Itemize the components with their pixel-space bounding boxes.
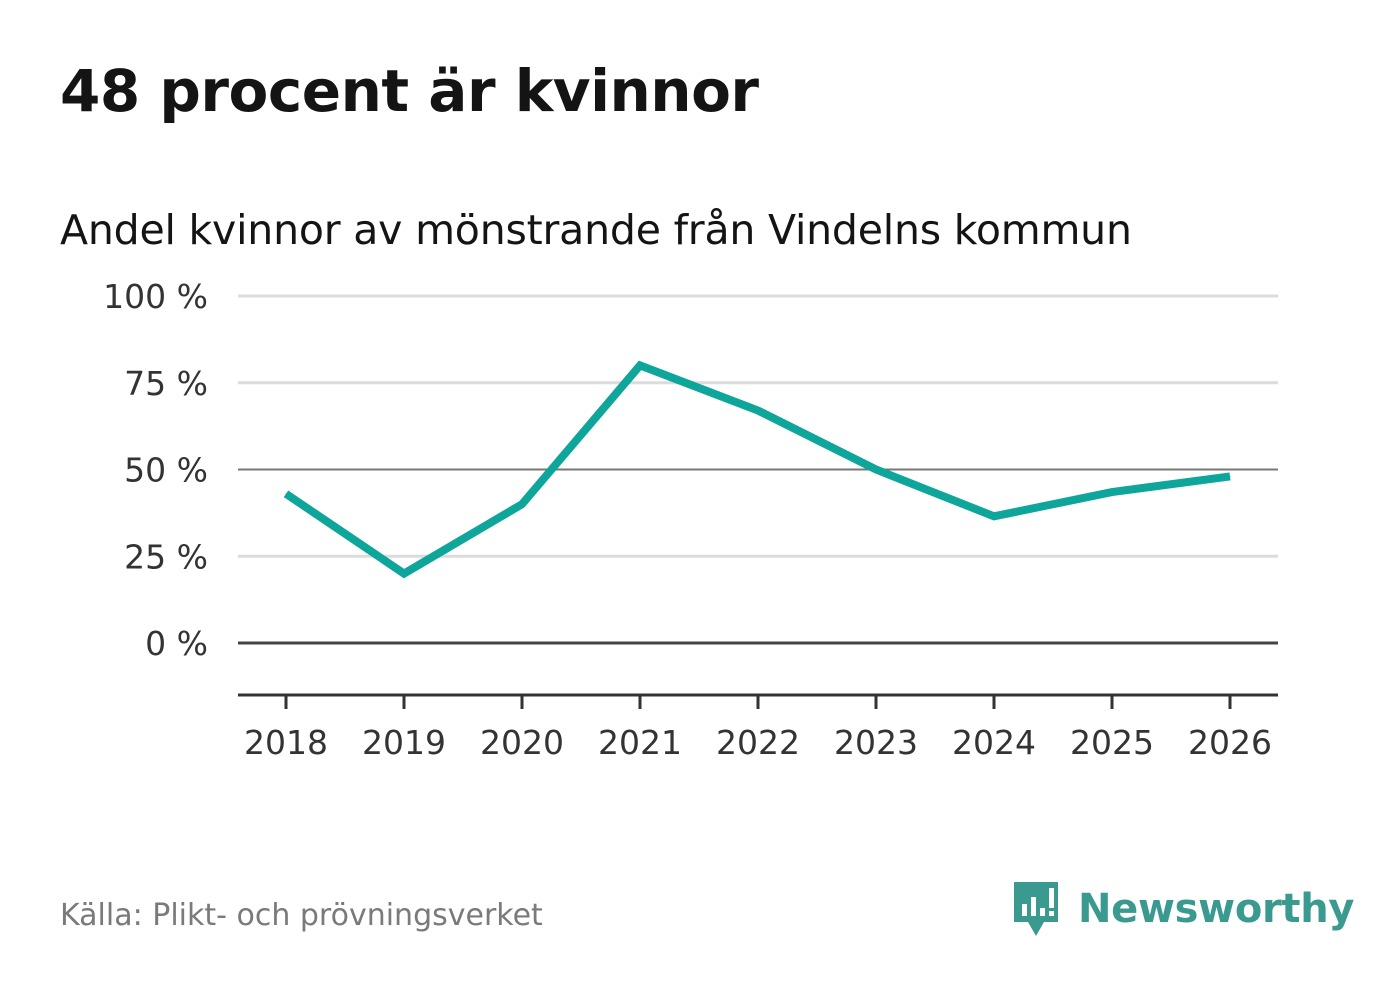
x-tick-label: 2020 <box>480 723 564 762</box>
x-tick-label: 2018 <box>244 723 328 762</box>
x-tick-label: 2026 <box>1188 723 1272 762</box>
x-tick-label: 2022 <box>716 723 800 762</box>
y-tick-label: 25 % <box>124 537 208 576</box>
chart-title: 48 procent är kvinnor <box>60 57 759 125</box>
y-tick-label: 75 % <box>124 364 208 403</box>
x-tick-label: 2023 <box>834 723 918 762</box>
newsworthy-logo-icon <box>1014 882 1058 936</box>
y-axis: 0 % 25 % 50 % 75 % 100 % <box>103 277 208 663</box>
data-point-2020 <box>521 503 523 505</box>
series-layer <box>283 360 1231 579</box>
x-tick-label: 2019 <box>362 723 446 762</box>
x-axis: 2018 2019 2020 2021 2022 2023 2024 2025 2026 <box>244 695 1272 762</box>
x-tick-label: 2024 <box>952 723 1036 762</box>
newsworthy-brand: Newsworthy <box>1010 878 1355 940</box>
data-point-2025 <box>1111 491 1113 493</box>
y-tick-label: 50 % <box>124 451 208 490</box>
data-point-2023 <box>875 469 877 470</box>
data-point-2024 <box>993 515 995 517</box>
data-point-2019 <box>403 573 405 575</box>
data-point-2026 <box>1229 475 1231 477</box>
data-point-2018 <box>285 493 287 495</box>
x-tick-label: 2025 <box>1070 723 1154 762</box>
data-point-2021 <box>639 364 641 366</box>
grid-layer <box>238 294 1278 645</box>
y-tick-label: 100 % <box>103 277 208 316</box>
data-point-2022 <box>757 410 759 412</box>
source-note: Källa: Plikt- och prövningsverket <box>60 898 543 933</box>
chart-subtitle: Andel kvinnor av mönstrande från Vindeln… <box>60 206 1132 254</box>
x-tick-label: 2021 <box>598 723 682 762</box>
y-tick-label: 0 % <box>145 624 208 663</box>
brand-name: Newsworthy <box>1078 886 1355 932</box>
